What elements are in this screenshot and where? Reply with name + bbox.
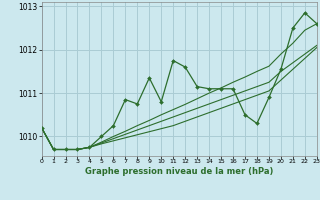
X-axis label: Graphe pression niveau de la mer (hPa): Graphe pression niveau de la mer (hPa) (85, 167, 273, 176)
